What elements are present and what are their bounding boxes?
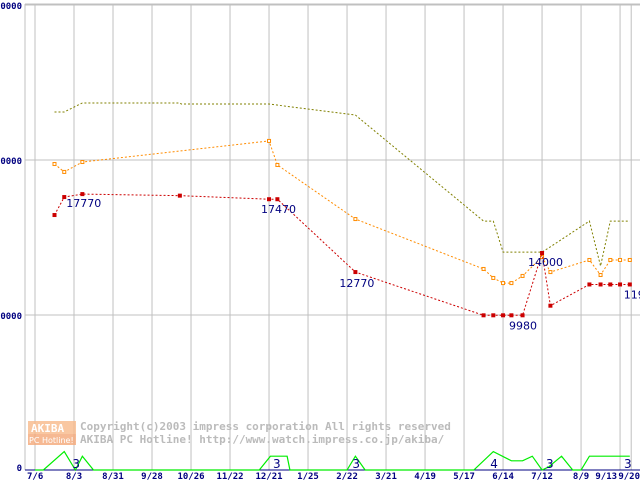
data-point-low — [491, 313, 496, 318]
data-point-low — [62, 195, 67, 200]
data-point-low — [548, 303, 553, 308]
y-tick-label: 0 — [17, 464, 22, 474]
data-point-low — [501, 313, 506, 318]
x-tick-label: 3/21 — [375, 472, 397, 480]
data-point-low — [509, 313, 514, 318]
data-point-average — [520, 273, 525, 278]
x-tick-label: 12/21 — [255, 472, 282, 480]
data-point-low — [177, 193, 182, 198]
data-point-average — [491, 275, 496, 280]
logo-text: AKIBA — [31, 422, 64, 435]
data-point-average — [540, 255, 545, 260]
data-label: 17770 — [66, 197, 101, 210]
x-tick-label: 5/17 — [453, 472, 475, 480]
data-point-low — [353, 270, 358, 275]
data-point-low — [618, 282, 623, 287]
count-label: 3 — [273, 457, 281, 471]
logo-box — [28, 421, 76, 434]
x-tick-label: 1/25 — [297, 472, 319, 480]
data-point-average — [501, 281, 506, 286]
count-label: 3 — [352, 457, 360, 471]
series-layer — [35, 102, 632, 472]
copyright-text: Copyright(c)2003 impress corporation All… — [80, 420, 451, 433]
x-tick-label: 9/20 — [618, 472, 640, 480]
x-tick-label: 11/22 — [216, 472, 243, 480]
data-point-low — [80, 192, 85, 197]
series-line-high — [54, 102, 630, 267]
data-point-average — [267, 138, 272, 143]
x-tick-label: 10/26 — [177, 472, 204, 480]
data-point-low — [587, 282, 592, 287]
labels-layer: 17770 17470 12770 9980 14000 11970 3 3 3 4 3 3 — [66, 197, 640, 471]
data-label: 9980 — [509, 319, 537, 332]
watermark: AKIBA PC Hotline! Copyright(c)2003 impre… — [28, 420, 451, 446]
data-point-low — [275, 197, 280, 202]
x-tick-label: 2/22 — [336, 472, 358, 480]
count-label: 3 — [624, 457, 632, 471]
data-point-average — [62, 169, 67, 174]
data-point-average — [481, 266, 486, 271]
data-point-low — [627, 282, 632, 287]
data-point-average — [587, 257, 592, 262]
data-label: 17470 — [261, 203, 296, 216]
data-point-average — [509, 281, 514, 286]
logo-subtext: PC Hotline! — [29, 436, 74, 445]
data-point-low — [540, 251, 545, 255]
data-label: 11970 — [624, 288, 640, 301]
x-tick-label: 7/6 — [27, 472, 43, 480]
y-tick-label: 20000 — [0, 157, 22, 167]
data-point-low — [608, 282, 613, 287]
x-tick-label: 8/31 — [102, 472, 124, 480]
x-tick-label: 9/13 — [595, 472, 617, 480]
y-tick-label: 30000 — [0, 2, 22, 12]
x-tick-label: 6/14 — [492, 472, 514, 480]
data-point-average — [52, 162, 57, 167]
data-point-low — [520, 313, 525, 318]
data-point-low — [52, 213, 57, 218]
data-point-average — [618, 257, 623, 262]
data-point-average — [608, 257, 613, 262]
data-point-low — [267, 197, 272, 202]
y-tick-label: 10000 — [0, 312, 22, 322]
series-line-average — [54, 140, 630, 284]
logo-box-lower — [28, 434, 76, 445]
data-point-low — [481, 313, 486, 318]
data-label: 14000 — [528, 256, 563, 269]
data-point-average — [275, 162, 280, 167]
series-line-count — [35, 450, 630, 472]
count-label: 4 — [490, 457, 498, 471]
data-point-average — [598, 273, 603, 278]
x-tick-label: 4/19 — [414, 472, 436, 480]
data-label: 12770 — [339, 277, 374, 290]
data-point-average — [80, 160, 85, 165]
x-tick-label: 8/3 — [66, 472, 82, 480]
data-point-average — [548, 270, 553, 275]
x-tick-label: 7/12 — [531, 472, 553, 480]
count-label: 3 — [546, 457, 554, 471]
site-text: AKIBA PC Hotline! http://www.watch.impre… — [80, 433, 445, 446]
count-label: 3 — [72, 457, 80, 471]
data-point-average — [627, 257, 632, 262]
x-tick-label: 8/9 — [573, 472, 589, 480]
data-point-average — [353, 217, 358, 222]
x-tick-label: 9/28 — [141, 472, 163, 480]
data-point-low — [598, 282, 603, 287]
